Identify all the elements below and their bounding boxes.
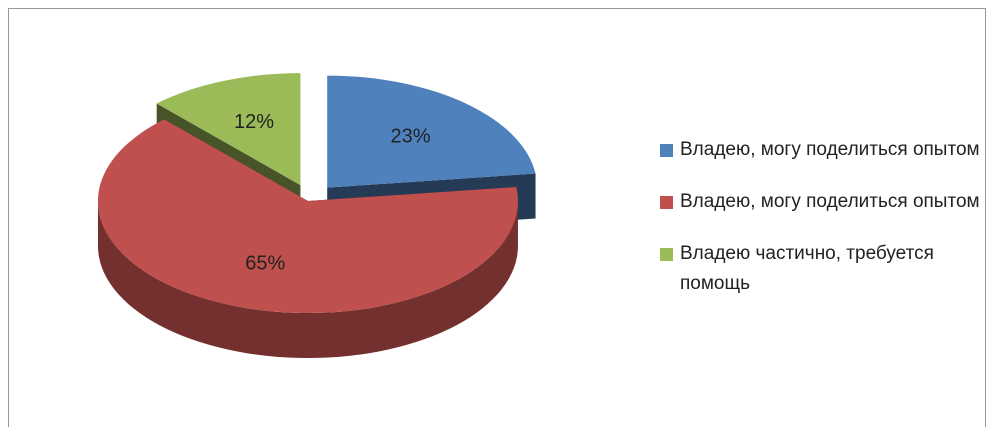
legend-swatch: [660, 144, 673, 157]
legend-label: Владею, могу поделиться опытом: [680, 191, 980, 212]
legend-label: Владею частично, требуется помощь: [680, 243, 934, 294]
data-label: 65%: [245, 253, 285, 275]
legend-swatch: [660, 248, 673, 261]
legend-item: Владею, могу поделиться опытом: [660, 135, 980, 165]
legend-item: Владею, могу поделиться опытом: [660, 187, 980, 217]
legend-label: Владею, могу поделиться опытом: [680, 139, 980, 160]
slice: [97, 119, 518, 314]
legend-swatch: [660, 196, 673, 209]
legend-item: Владею частично, требуется помощь: [660, 239, 980, 299]
slice-side: [97, 201, 518, 359]
data-label: 23%: [391, 125, 431, 147]
legend: Владею, могу поделиться опытом Владею, мо…: [660, 135, 980, 321]
frame: [8, 8, 986, 427]
slice: [327, 75, 536, 188]
data-label: 12%: [234, 111, 274, 133]
slice: [156, 73, 301, 186]
